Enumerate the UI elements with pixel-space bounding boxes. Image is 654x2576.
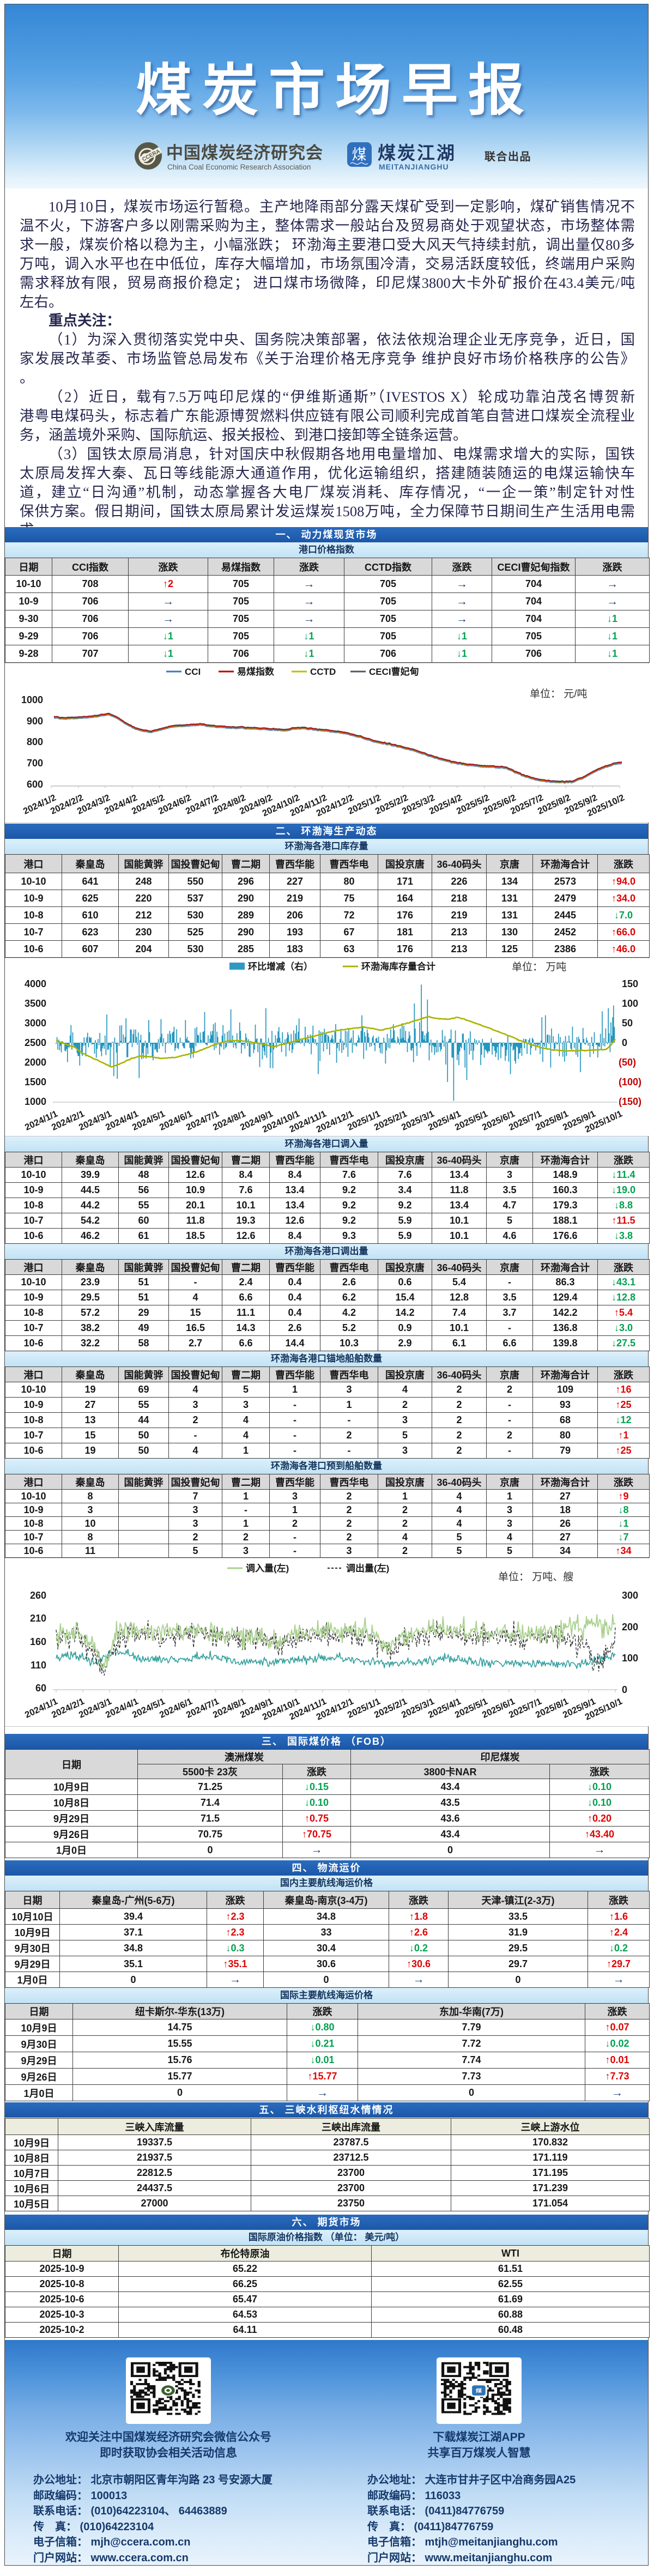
svg-text:单位： 万吨、艘: 单位： 万吨、艘	[498, 1571, 573, 1583]
svg-text:300: 300	[622, 1590, 638, 1601]
svg-text:900: 900	[27, 716, 43, 727]
svg-text:200: 200	[622, 1622, 638, 1632]
svg-text:2000: 2000	[25, 1057, 46, 1068]
svg-text:联合出品: 联合出品	[485, 150, 531, 163]
svg-text:(100): (100)	[619, 1077, 641, 1087]
svg-text:调入量(左): 调入量(左)	[246, 1563, 289, 1574]
svg-text:China Coal Economic Research A: China Coal Economic Research Association	[167, 163, 311, 171]
svg-text:160: 160	[30, 1636, 46, 1647]
svg-text:260: 260	[30, 1590, 46, 1601]
svg-text:煤: 煤	[352, 147, 367, 163]
svg-text:800: 800	[27, 736, 43, 747]
svg-text:1000: 1000	[25, 1096, 46, 1107]
svg-text:(150): (150)	[619, 1096, 641, 1107]
svg-text:MEITANJIANGHU: MEITANJIANGHU	[379, 162, 449, 171]
svg-text:4000: 4000	[25, 978, 46, 989]
svg-text:易煤指数: 易煤指数	[237, 666, 275, 677]
svg-text:100: 100	[622, 998, 638, 1009]
svg-text:600: 600	[27, 779, 43, 790]
svg-text:煤炭江湖: 煤炭江湖	[378, 143, 456, 163]
svg-text:100: 100	[622, 1653, 638, 1664]
svg-text:煤: 煤	[476, 2387, 482, 2393]
svg-text:0: 0	[622, 1684, 627, 1695]
svg-text:700: 700	[27, 758, 43, 769]
svg-text:(50): (50)	[619, 1057, 636, 1068]
svg-text:1000: 1000	[21, 694, 43, 705]
svg-text:150: 150	[622, 978, 638, 989]
svg-text:单位： 万吨: 单位： 万吨	[512, 961, 566, 973]
svg-text:60: 60	[35, 1683, 46, 1694]
svg-text:3500: 3500	[25, 998, 46, 1009]
svg-text:0: 0	[622, 1037, 627, 1048]
svg-text:1500: 1500	[25, 1077, 46, 1087]
svg-text:CECI曹妃甸: CECI曹妃甸	[369, 666, 419, 677]
svg-text:环渤海库存量合计: 环渤海库存量合计	[361, 961, 435, 972]
svg-text:单位： 元/吨: 单位： 元/吨	[530, 688, 588, 700]
svg-text:中国煤炭经济研究会: 中国煤炭经济研究会	[166, 143, 323, 162]
svg-text:210: 210	[30, 1613, 46, 1624]
svg-text:CCI: CCI	[185, 667, 201, 677]
svg-text:2500: 2500	[25, 1037, 46, 1048]
svg-text:CCTD: CCTD	[310, 667, 336, 677]
svg-text:50: 50	[622, 1018, 633, 1029]
svg-text:3000: 3000	[25, 1018, 46, 1029]
svg-text:调出量(左): 调出量(左)	[346, 1563, 389, 1574]
svg-text:110: 110	[31, 1660, 46, 1671]
svg-text:环比增减（右）: 环比增减（右）	[248, 961, 313, 972]
